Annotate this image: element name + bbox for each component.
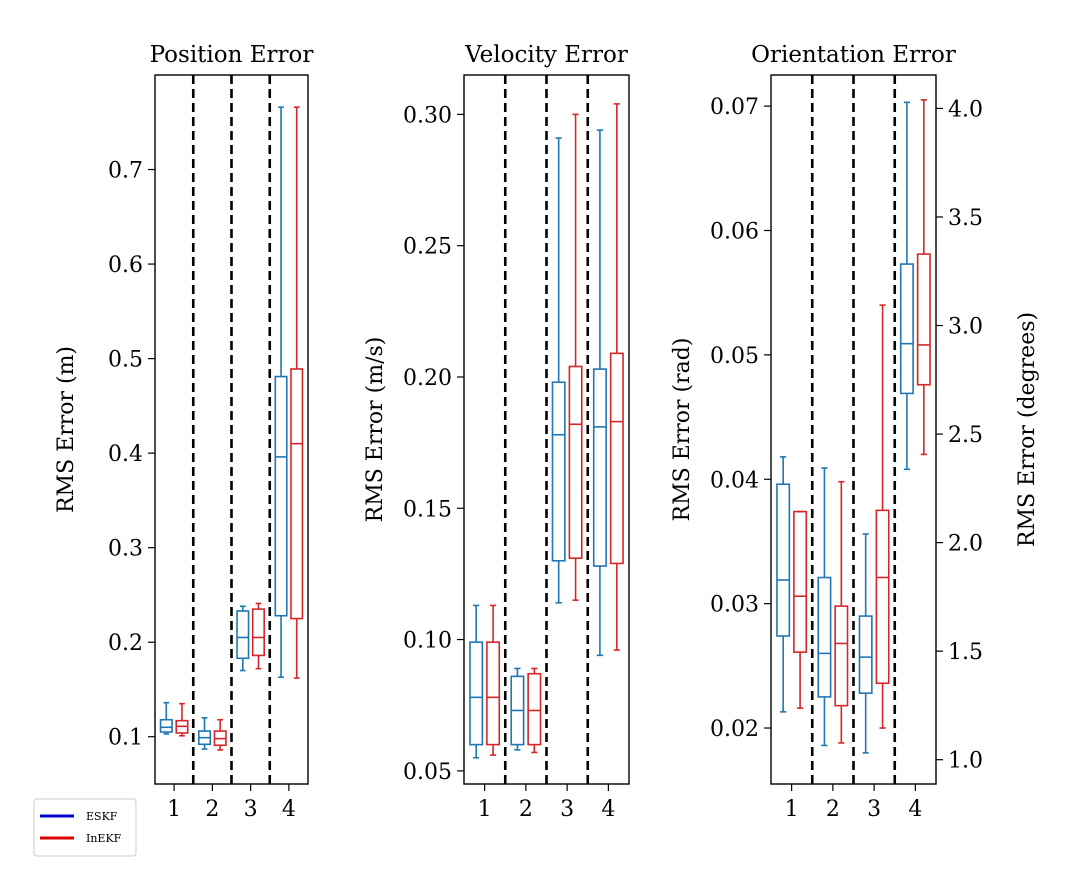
y-tick-label: 0.05 [710, 344, 759, 369]
x-tick-label: 3 [867, 797, 881, 822]
x-tick-label: 4 [282, 797, 296, 822]
box-inekf-1 [486, 604, 501, 756]
iqr-box [159, 718, 173, 733]
y-tick-label: 0.6 [108, 253, 143, 278]
box-eskf-3 [236, 605, 250, 672]
panel-1: Position Error 0.1 0.2 0.3 0.4 0.5 0.6 0.7 RMS E… [54, 42, 313, 822]
y-tick-label: 0.7 [108, 159, 143, 184]
chart-title: Position Error [150, 42, 314, 68]
iqr-box [793, 510, 808, 653]
box-inekf-3 [251, 602, 266, 670]
y-tick-label: 0.1 [108, 726, 143, 751]
legend-inekf-label: InEKF [86, 832, 122, 845]
y-axis-label: RMS Error (rad) [670, 338, 695, 522]
y-tick-label: 0.06 [710, 219, 759, 244]
box-eskf-2 [817, 467, 832, 747]
legend-eskf-label: ESKF [86, 810, 118, 823]
iqr-box [858, 615, 873, 694]
iqr-box [236, 610, 250, 660]
iqr-box [875, 509, 890, 685]
x-tick-label: 1 [785, 797, 799, 822]
box-eskf-1 [159, 701, 173, 735]
box-eskf-3 [551, 137, 566, 604]
box-eskf-4 [592, 129, 607, 657]
y-axis-label: RMS Error (m/s) [363, 337, 388, 523]
box-inekf-4 [609, 103, 624, 651]
y-tick-label: 0.07 [710, 95, 759, 120]
y-right-tick-label: 1.5 [948, 640, 983, 665]
iqr-box [776, 483, 791, 637]
iqr-box [290, 368, 304, 620]
legend: ESKF InEKF [33, 798, 137, 857]
box-inekf-2 [527, 667, 542, 754]
iqr-box [609, 352, 624, 565]
box-eskf-4 [274, 106, 288, 678]
box-eskf-3 [858, 533, 873, 754]
iqr-box [551, 381, 566, 562]
iqr-box [834, 605, 849, 707]
y-tick-label: 0.03 [710, 593, 759, 618]
panel-2: Velocity Error 0.05 0.10 0.15 0.20 0.25 0.30 RM… [363, 42, 630, 822]
box-inekf-4 [290, 106, 304, 679]
box-inekf-3 [875, 304, 890, 729]
iqr-box [817, 576, 832, 698]
box-inekf-1 [793, 510, 808, 709]
x-tick-label: 2 [205, 797, 219, 822]
y-axis-label: RMS Error (m) [54, 346, 79, 513]
y-tick-label: 0.30 [403, 103, 452, 128]
x-tick-label: 4 [908, 797, 922, 822]
x-tick-label: 3 [244, 797, 258, 822]
y-tick-label: 0.20 [403, 366, 452, 391]
iqr-box [916, 253, 931, 386]
y-tick-label: 0.05 [403, 760, 452, 785]
y-tick-label: 0.04 [710, 468, 759, 493]
panels: Position Error 0.1 0.2 0.3 0.4 0.5 0.6 0.7 RMS E… [54, 42, 1040, 822]
y-tick-label: 0.25 [403, 235, 452, 260]
box-eskf-2 [197, 717, 212, 750]
chart-title: Velocity Error [464, 42, 628, 68]
y-right-axis-label: RMS Error (degrees) [1015, 312, 1040, 547]
iqr-box [274, 375, 288, 617]
y-tick-label: 0.5 [108, 348, 143, 373]
y-tick-label: 0.4 [108, 442, 143, 467]
chart-title: Orientation Error [751, 42, 956, 68]
y-right-tick-label: 4.0 [948, 97, 983, 122]
box-eskf-1 [469, 604, 484, 759]
x-tick-label: 3 [560, 797, 574, 822]
box-inekf-2 [213, 718, 227, 751]
box-eskf-2 [510, 667, 525, 751]
panel-3: Orientation Error 0.02 0.03 0.04 0.05 0.06 0.0… [670, 42, 1040, 822]
box-eskf-4 [899, 101, 914, 471]
y-tick-label: 0.02 [710, 717, 759, 742]
x-tick-label: 2 [519, 797, 533, 822]
x-tick-label: 1 [478, 797, 492, 822]
box-eskf-1 [776, 456, 791, 713]
x-tick-label: 4 [601, 797, 615, 822]
box-inekf-3 [568, 113, 583, 601]
iqr-box [899, 263, 914, 395]
box-inekf-2 [834, 480, 849, 744]
x-tick-label: 1 [167, 797, 181, 822]
box-inekf-1 [175, 702, 189, 737]
iqr-box [251, 608, 266, 657]
y-tick-label: 0.2 [108, 631, 143, 656]
x-tick-label: 2 [826, 797, 840, 822]
y-tick-label: 0.10 [403, 629, 452, 654]
y-tick-label: 0.3 [108, 537, 143, 562]
y-right-tick-label: 1.0 [948, 749, 983, 774]
y-right-tick-label: 3.0 [948, 315, 983, 340]
iqr-box [592, 368, 607, 567]
y-right-tick-label: 3.5 [948, 206, 983, 231]
legend-frame [33, 798, 137, 857]
y-tick-label: 0.15 [403, 497, 452, 522]
iqr-box [486, 641, 501, 746]
box-inekf-4 [916, 99, 931, 456]
y-right-tick-label: 2.0 [948, 532, 983, 557]
iqr-box [568, 365, 583, 559]
y-right-tick-label: 2.5 [948, 423, 983, 448]
iqr-box [469, 641, 484, 746]
iqr-box [527, 672, 542, 746]
